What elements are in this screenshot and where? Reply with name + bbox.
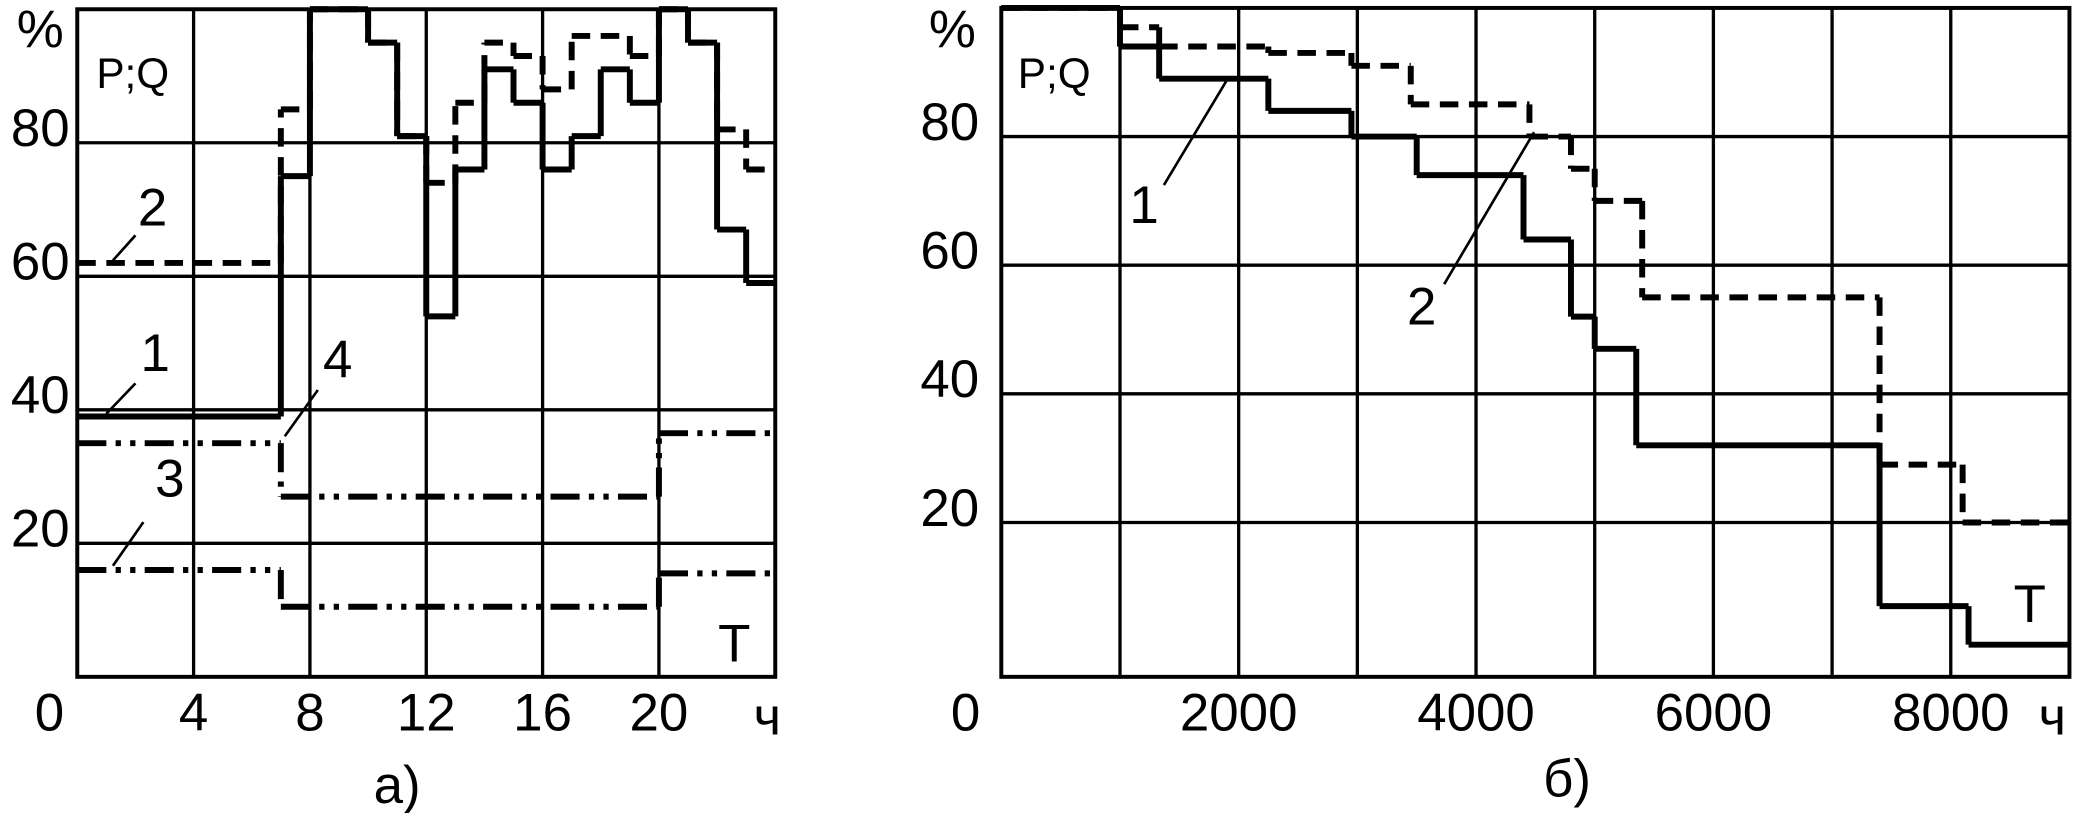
y-tick-label: 80 xyxy=(11,99,70,158)
x-tick-label: 12 xyxy=(397,683,456,742)
series-label: 1 xyxy=(1129,176,1158,235)
x-label: T xyxy=(718,615,750,674)
caption: а) xyxy=(374,756,421,813)
x-unit: ч xyxy=(2038,687,2066,746)
x-tick-label: 0 xyxy=(35,683,64,742)
x-tick-label: 2000 xyxy=(1180,683,1298,742)
series-label: 3 xyxy=(155,449,184,508)
leader-line xyxy=(283,389,319,438)
plot-frame xyxy=(999,5,2072,679)
y-tick-label: 40 xyxy=(920,350,979,409)
y-unit: % xyxy=(929,0,976,59)
series-label: 1 xyxy=(141,324,170,383)
x-tick-label: 16 xyxy=(513,683,572,742)
x-tick-label: 6000 xyxy=(1655,683,1773,742)
y-tick-label: 40 xyxy=(11,366,70,425)
leader-line xyxy=(1162,78,1229,186)
leader-line xyxy=(111,234,137,262)
leader-line xyxy=(111,521,145,567)
x-tick-label: 8000 xyxy=(1892,683,2010,742)
x-tick-label: 4000 xyxy=(1417,683,1535,742)
y-label: P;Q xyxy=(1018,50,1091,97)
x-unit: ч xyxy=(754,687,782,746)
y-tick-label: 80 xyxy=(920,93,979,152)
x-tick-label: 8 xyxy=(295,683,324,742)
x-tick-label: 4 xyxy=(179,683,208,742)
series-label: 4 xyxy=(323,331,352,390)
series-label: 2 xyxy=(138,178,167,237)
y-tick-label: 60 xyxy=(11,233,70,292)
plot-frame xyxy=(75,7,778,679)
y-tick-label: 20 xyxy=(920,479,979,538)
leader-line xyxy=(1443,131,1536,285)
series-label: 2 xyxy=(1407,278,1436,337)
y-tick-label: 20 xyxy=(11,500,70,559)
x-tick-label: 20 xyxy=(630,683,689,742)
x-tick-label: 0 xyxy=(951,683,980,742)
y-tick-label: 60 xyxy=(920,222,979,281)
leader-line xyxy=(105,382,137,415)
y-label: P;Q xyxy=(96,50,169,97)
x-label: T xyxy=(2014,575,2046,634)
caption: б) xyxy=(1543,750,1591,809)
y-unit: % xyxy=(17,0,64,59)
